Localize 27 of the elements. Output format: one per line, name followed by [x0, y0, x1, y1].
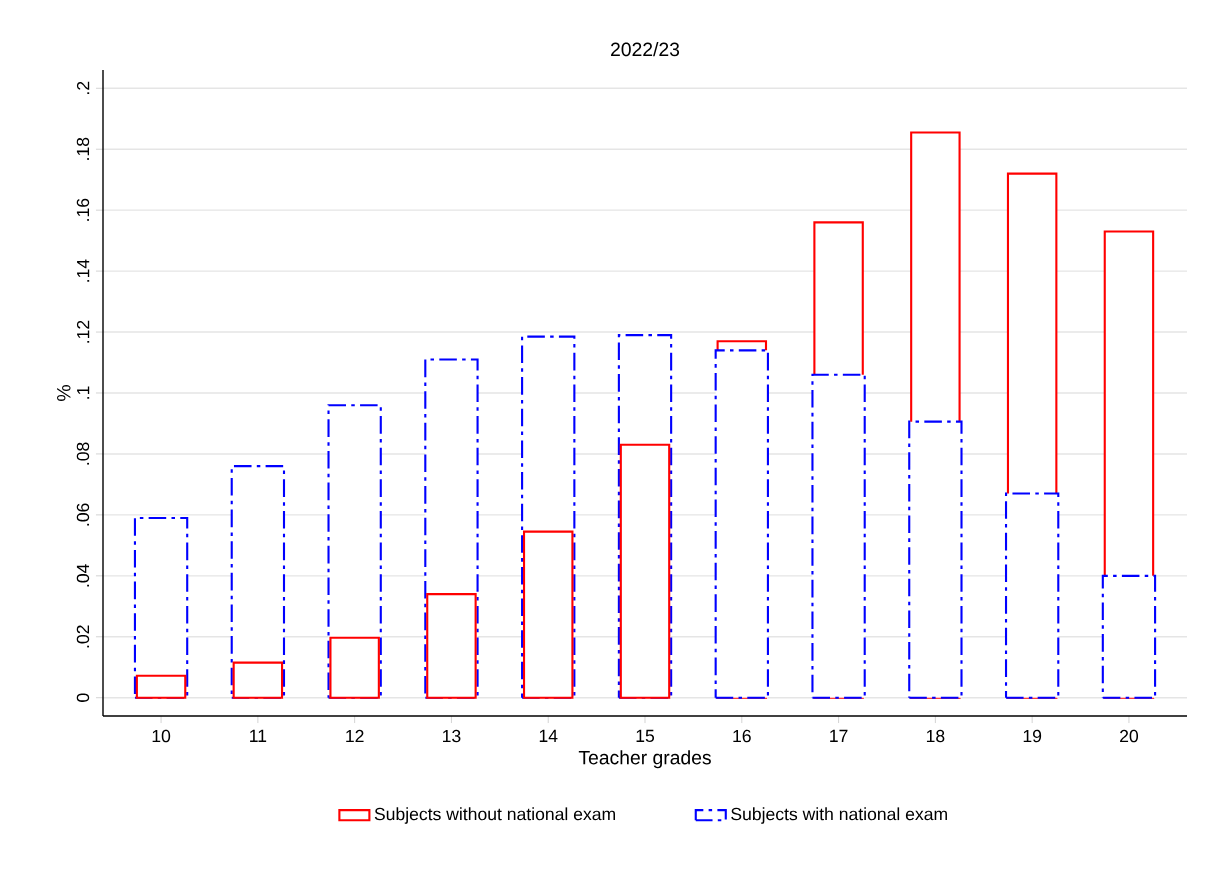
chart-title: 2022/23 [611, 41, 680, 57]
x-tick-label: 12 [346, 729, 364, 743]
x-axis-title: Teacher grades [578, 750, 711, 769]
y-tick-label: .04 [76, 564, 90, 587]
legend-label: Subjects without national exam [374, 807, 615, 824]
y-tick-label: .06 [76, 503, 90, 526]
x-tick-label: 17 [830, 729, 848, 742]
legend-label: Subjects with national exam [731, 807, 947, 824]
y-tick-label: .02 [76, 625, 90, 648]
x-tick-label: 18 [926, 729, 945, 743]
x-tick-label: 20 [1120, 729, 1139, 743]
y-tick-label: .16 [76, 198, 90, 221]
y-tick-label: 0 [76, 693, 90, 702]
x-tick-label: 13 [443, 729, 461, 743]
x-tick-label: 16 [733, 729, 751, 743]
y-tick-label: .2 [76, 81, 90, 95]
x-tick-label: 10 [152, 729, 171, 743]
y-tick-label: .14 [77, 259, 90, 282]
x-tick-label: 11 [250, 729, 267, 742]
x-tick-label: 15 [636, 729, 655, 743]
x-tick-label: 19 [1023, 729, 1042, 743]
y-tick-label: .18 [76, 137, 90, 160]
y-tick-label: .12 [76, 320, 90, 343]
y-axis-title: % [57, 385, 71, 401]
y-tick-label: .1 [77, 386, 90, 399]
y-tick-label: .08 [76, 442, 90, 465]
x-tick-label: 14 [539, 729, 558, 742]
